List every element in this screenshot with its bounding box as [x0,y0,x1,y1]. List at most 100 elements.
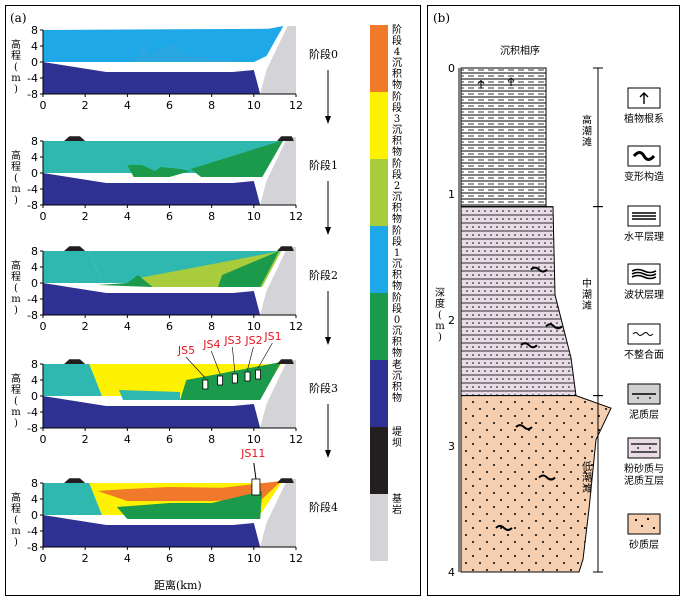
dam-left [64,478,86,483]
y-tick-label: -4 [27,183,38,196]
deformation-mark [545,323,563,330]
depth-tick-label: 1 [448,188,455,201]
x-tick-label: 2 [82,99,89,112]
dam-right [277,478,294,483]
bedrock-layer [260,479,296,547]
svg-text:(: ( [14,283,18,294]
legend-swatch [370,360,388,427]
core-label: JS1 [263,330,281,343]
x-tick-label: 8 [208,320,215,333]
svg-text:坝: 坝 [392,437,402,449]
panel-b: (b) 沉积相序 0 1 2 3 4 深度(m) 高潮滩中潮滩低潮滩 植物根系 变形构造 水平层… [427,5,680,596]
legend-label: 砂质层 [629,538,659,551]
dam-left [64,359,86,364]
svg-text:程: 程 [11,271,21,283]
svg-text:4: 4 [394,47,400,58]
dam-right [277,246,294,251]
sand-layer-icon [627,513,661,535]
core-pointer [185,356,206,379]
svg-text:): ) [14,418,18,429]
core-label: JS11 [240,447,265,460]
y-axis-label: 高程(m) [11,259,21,316]
svg-text:物: 物 [392,145,402,158]
old-sediment-layer [43,62,261,94]
old-sediment-layer [43,396,261,428]
x-tick-label: 4 [124,320,131,333]
y-tick-label: 8 [31,245,38,258]
x-tick-label: 0 [40,320,47,333]
interbedded-icon [627,437,661,459]
svg-text:积: 积 [392,381,402,393]
depth-tick-label: 4 [448,566,455,579]
svg-text:): ) [14,537,18,548]
panel-a-label: (a) [10,11,27,25]
svg-text:m: m [11,73,21,84]
svg-text:滩: 滩 [582,135,592,148]
svg-text:(: ( [14,515,18,526]
dam-right [277,136,294,141]
dam-left [64,246,86,251]
y-tick-label: 4 [31,374,38,387]
svg-text:沉: 沉 [392,190,402,203]
y-tick-label: 0 [31,56,38,69]
y-tick-label: 8 [31,477,38,490]
old-sediment-layer [43,283,261,315]
svg-text:3: 3 [394,114,400,125]
svg-text:低: 低 [582,460,592,473]
legend-label: 不整合面 [624,348,664,361]
svg-text:深: 深 [435,287,445,299]
stage-4-profile: JS11 [43,447,296,547]
legend-label: 泥质互层 [624,474,664,487]
y-tick-label: -4 [27,525,38,538]
svg-text:物: 物 [392,346,402,359]
core-JS1 [255,369,261,380]
root-mark [477,79,485,89]
legend-label: 波状层理 [624,288,664,301]
legend-label: 粉砂质与 [624,462,664,475]
high-tidal-flat [460,67,547,208]
root-mark [507,77,515,87]
svg-text:沉: 沉 [392,56,402,69]
stage-arrows [325,70,331,458]
core-pointer [257,342,273,369]
core-label: JS5 [177,344,195,357]
y-tick-label: 0 [31,167,38,180]
legend-swatch [370,92,388,159]
old-sediment-layer [43,515,261,547]
svg-text:程: 程 [11,503,21,515]
svg-text:m: m [11,294,21,305]
y-tick-label: -4 [27,72,38,85]
x-tick-label: 12 [289,552,303,565]
svg-text:段: 段 [392,34,402,47]
svg-text:高: 高 [11,259,21,272]
zone-label: 高潮滩 [582,113,592,148]
y-tick-label: -8 [27,422,38,435]
stage-label: 阶段2 [309,268,338,282]
svg-text:积: 积 [392,269,402,281]
x-tick-label: 12 [289,99,303,112]
column-title: 沉积相序 [500,44,540,57]
core-JS4 [217,375,224,386]
y-tick-label: 4 [31,151,38,164]
svg-text:积: 积 [392,336,402,348]
stage-label: 阶段0 [309,47,338,61]
svg-text:积: 积 [392,202,402,214]
deformation-mark [515,424,533,431]
core-label: JS3 [223,334,241,347]
dam-left [64,136,86,141]
legend-label: 泥质层 [629,408,659,421]
core-JS11 [251,478,261,496]
x-tick-label: 8 [208,552,215,565]
y-tick-label: 0 [31,509,38,522]
deformation-mark [530,266,548,273]
svg-text:1: 1 [394,248,400,259]
y-axis-label: 高程(m) [11,38,21,95]
